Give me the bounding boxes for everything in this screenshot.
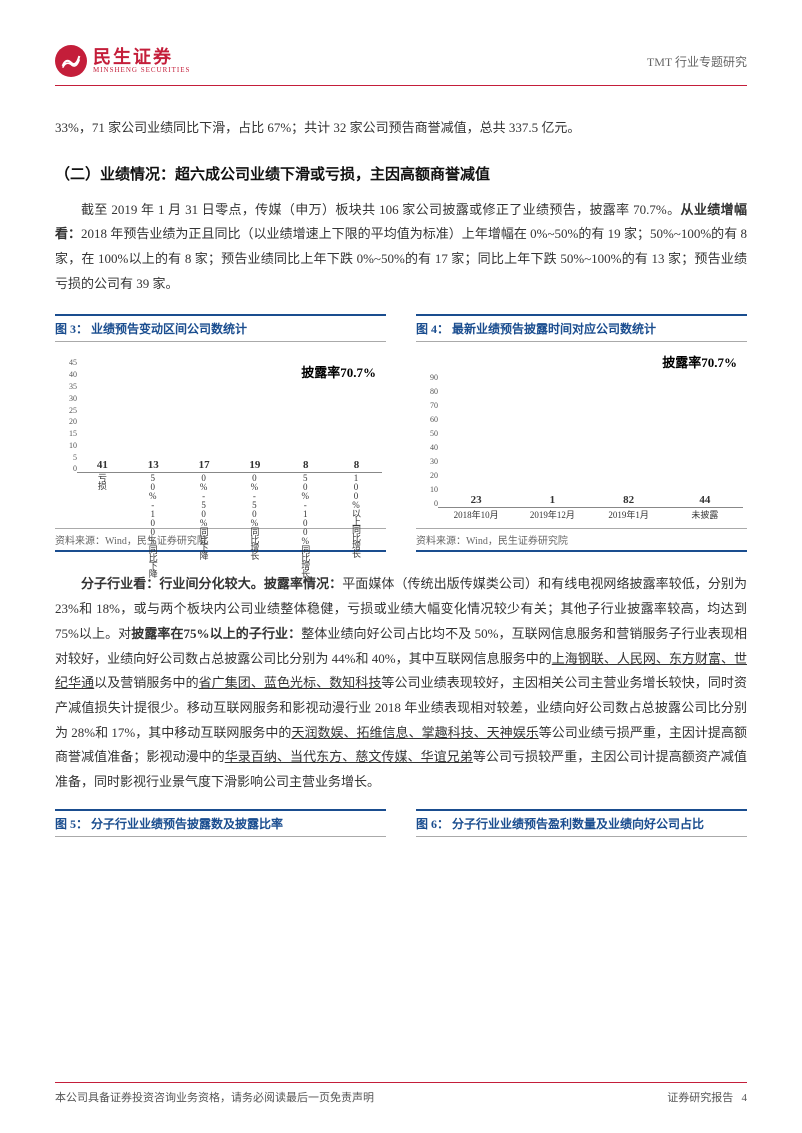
chart-4-xlabels: 2018年10月2019年12月2019年1月未披露 xyxy=(438,508,743,528)
page-footer: 本公司具备证券投资咨询业务资格，请务必阅读最后一页免责声明 证券研究报告 4 xyxy=(55,1082,747,1105)
chart-6-title: 图 6： 分子行业业绩预告盈利数量及业绩向好公司占比 xyxy=(416,809,747,837)
chart-4-yaxis: 9080706050403020100 xyxy=(416,373,438,508)
page-header: 民生证券 MINSHENG SECURITIES TMT 行业专题研究 xyxy=(55,45,747,86)
chart-3-xlabels: 亏损50%-100%同比下降0%-50%同比下降0%-50%同比增长50%-10… xyxy=(77,473,382,528)
logo-block: 民生证券 MINSHENG SECURITIES xyxy=(55,45,190,77)
para2-segment: 华录百纳、当代东方、慈文传媒、华谊兄弟 xyxy=(225,749,473,764)
paragraph-2: 分子行业看：行业间分化较大。披露率情况：平面媒体（传统出版传媒类公司）和有线电视… xyxy=(55,572,747,794)
para2-segment: 分子行业看：行业间分化较大。披露率情况： xyxy=(81,576,342,591)
chart-6: 图 6： 分子行业业绩预告盈利数量及业绩向好公司占比 xyxy=(416,809,747,843)
logo-text-cn: 民生证券 xyxy=(93,48,190,66)
paragraph-1: 截至 2019 年 1 月 31 日零点，传媒（申万）板块共 106 家公司披露… xyxy=(55,198,747,297)
para2-segment: 天润数娱、拓维信息、掌趣科技、天神娱乐 xyxy=(291,725,538,740)
intro-paragraph: 33%，71 家公司业绩同比下滑，占比 67%；共计 32 家公司预告商誉减值，… xyxy=(55,116,747,141)
chart-3: 图 3： 业绩预告变动区间公司数统计 454035302520151050 41… xyxy=(55,314,386,552)
chart-3-canvas: 454035302520151050 4113171988 亏损50%-100%… xyxy=(55,348,386,528)
chart-4-canvas: 9080706050403020100 2318244 2018年10月2019… xyxy=(416,348,747,528)
para1-c: 2018 年预告业绩为正且同比（以业绩增速上下限的平均值为标准）上年增幅在 0%… xyxy=(55,226,747,290)
chart-3-title: 图 3： 业绩预告变动区间公司数统计 xyxy=(55,314,386,342)
chart-4: 图 4： 最新业绩预告披露时间对应公司数统计 90807060504030201… xyxy=(416,314,747,552)
chart-4-title: 图 4： 最新业绩预告披露时间对应公司数统计 xyxy=(416,314,747,342)
chart-5: 图 5： 分子行业业绩预告披露数及披露比率 xyxy=(55,809,386,843)
header-category: TMT 行业专题研究 xyxy=(647,53,747,70)
para2-segment: 省广集团、蓝色光标、数知科技 xyxy=(199,675,382,690)
section-heading: （二）业绩情况：超六成公司业绩下滑或亏损，主因高额商誉减值 xyxy=(55,163,747,184)
para2-segment: 披露率在75%以上的子行业： xyxy=(131,626,301,641)
logo-icon xyxy=(55,45,87,77)
chart-3-annotation: 披露率70.7% xyxy=(301,362,376,381)
charts-row-1: 图 3： 业绩预告变动区间公司数统计 454035302520151050 41… xyxy=(55,314,747,552)
chart-3-yaxis: 454035302520151050 xyxy=(55,358,77,473)
para2-segment: 以及营销服务中的 xyxy=(94,675,198,690)
footer-page-num: 4 xyxy=(742,1092,748,1104)
logo-text-en: MINSHENG SECURITIES xyxy=(93,66,190,74)
chart-3-source: 资料来源：Wind，民生证券研究院 xyxy=(55,528,386,552)
footer-right: 证券研究报告 4 xyxy=(667,1089,747,1105)
footer-report-label: 证券研究报告 xyxy=(667,1092,733,1104)
para1-a: 截至 2019 年 1 月 31 日零点，传媒（申万）板块共 106 家公司披露… xyxy=(81,202,681,217)
footer-disclaimer: 本公司具备证券投资咨询业务资格，请务必阅读最后一页免责声明 xyxy=(55,1089,374,1105)
charts-row-2: 图 5： 分子行业业绩预告披露数及披露比率 图 6： 分子行业业绩预告盈利数量及… xyxy=(55,809,747,843)
chart-4-source: 资料来源：Wind，民生证券研究院 xyxy=(416,528,747,552)
chart-4-bars: 2318244 xyxy=(438,373,743,508)
chart-4-annotation: 披露率70.7% xyxy=(662,352,737,371)
chart-5-title: 图 5： 分子行业业绩预告披露数及披露比率 xyxy=(55,809,386,837)
